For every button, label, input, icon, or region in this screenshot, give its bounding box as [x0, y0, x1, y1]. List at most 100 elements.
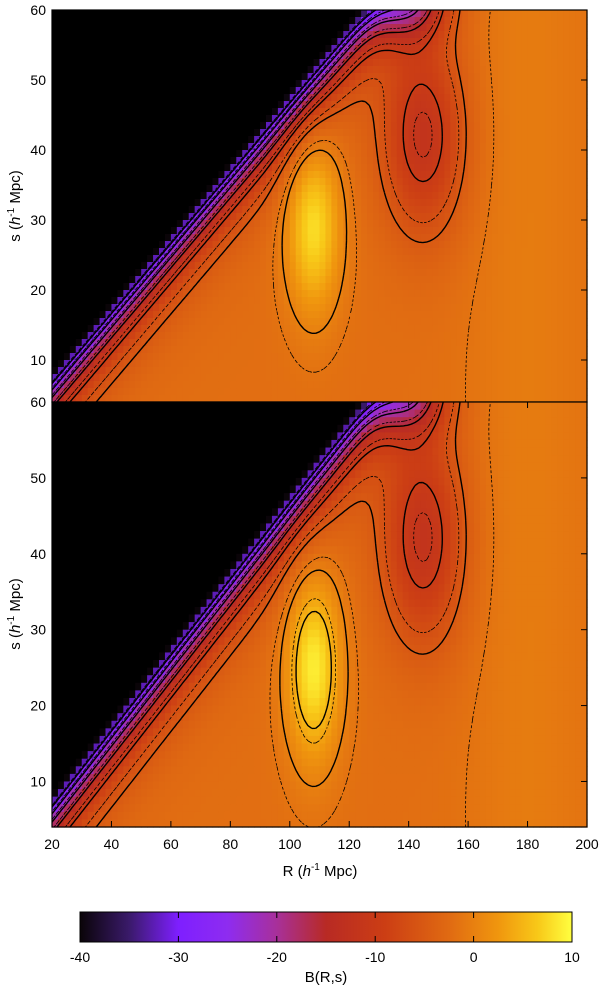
heatmap-cell [408, 31, 416, 39]
heatmap-cell [307, 241, 315, 249]
heatmap-cell [343, 367, 350, 375]
heatmap-cell [337, 311, 344, 319]
heatmap-cell [468, 332, 475, 340]
heatmap-cell [414, 122, 422, 130]
heatmap-cell [474, 255, 481, 263]
heatmap-cell [426, 318, 434, 326]
heatmap-cell [230, 353, 237, 361]
heatmap-cell [456, 115, 463, 123]
heatmap-cell [545, 388, 552, 396]
heatmap-cell [575, 108, 582, 116]
heatmap-cell [93, 220, 101, 228]
heatmap-cell [81, 136, 89, 144]
heatmap-cell [396, 31, 404, 39]
heatmap-cell [206, 388, 214, 396]
heatmap-cell [283, 318, 291, 326]
heatmap-cell [438, 248, 445, 256]
heatmap-cell [497, 262, 505, 270]
heatmap-cell [325, 332, 332, 340]
heatmap-cell [527, 73, 535, 81]
heatmap-cell [129, 52, 136, 60]
heatmap-cell [236, 381, 243, 389]
heatmap-cell [230, 31, 237, 39]
heatmap-cell [182, 353, 190, 361]
heatmap-cell [408, 185, 416, 193]
heatmap-cell [444, 388, 451, 396]
heatmap-cell [491, 94, 499, 102]
heatmap-cell [188, 38, 196, 46]
heatmap-cell [361, 150, 368, 158]
heatmap-cell [242, 122, 249, 130]
heatmap-cell [378, 395, 386, 403]
heatmap-cell [153, 262, 160, 270]
heatmap-cell [266, 360, 273, 368]
heatmap-cell [117, 108, 124, 116]
heatmap-cell [75, 339, 83, 347]
heatmap-cell [153, 199, 160, 207]
heatmap-cell [378, 304, 386, 312]
heatmap-cell [313, 318, 321, 326]
heatmap-cell [491, 31, 499, 39]
heatmap-cell [313, 185, 321, 193]
heatmap-cell [277, 45, 285, 53]
heatmap-cell [337, 10, 344, 18]
heatmap-cell [129, 73, 136, 81]
heatmap-cell [194, 66, 202, 74]
heatmap-cell [438, 192, 445, 200]
heatmap-cell [81, 192, 89, 200]
heatmap-cell [147, 94, 154, 102]
heatmap-cell [194, 269, 202, 277]
heatmap-cell [141, 38, 148, 46]
heatmap-cell [491, 206, 499, 214]
heatmap-cell [450, 395, 457, 403]
heatmap-cell [283, 73, 291, 81]
heatmap-cell [485, 283, 493, 291]
heatmap-cell [313, 136, 321, 144]
heatmap-cell [236, 395, 243, 403]
heatmap-cell [164, 171, 172, 179]
heatmap-cell [260, 276, 267, 284]
heatmap-cell [533, 318, 541, 326]
heatmap-cell [444, 367, 451, 375]
heatmap-cell [176, 171, 184, 179]
heatmap-cell [551, 353, 558, 361]
heatmap-cell [313, 220, 321, 228]
heatmap-cell [81, 101, 89, 109]
heatmap-cell [551, 38, 558, 46]
heatmap-cell [93, 290, 101, 298]
heatmap-cell [129, 185, 136, 193]
heatmap-cell [260, 122, 267, 130]
heatmap-cell [212, 220, 220, 228]
heatmap-cell [159, 10, 166, 18]
heatmap-cell [141, 192, 148, 200]
heatmap-cell [438, 185, 445, 193]
heatmap-cell [533, 220, 541, 228]
heatmap-cell [355, 115, 362, 123]
heatmap-cell [331, 318, 338, 326]
heatmap-cell [491, 374, 499, 382]
heatmap-cell [57, 241, 65, 249]
heatmap-cell [503, 304, 511, 312]
heatmap-cell [450, 248, 457, 256]
heatmap-cell [87, 150, 95, 158]
heatmap-cell [349, 395, 356, 403]
heatmap-cell [361, 388, 368, 396]
heatmap-cell [545, 199, 552, 207]
heatmap-cell [313, 143, 321, 151]
heatmap-cell [575, 66, 582, 74]
heatmap-cell [57, 73, 65, 81]
heatmap-cell [444, 248, 451, 256]
heatmap-cell [563, 332, 570, 340]
heatmap-cell [515, 213, 523, 221]
heatmap-cell [182, 213, 190, 221]
heatmap-cell [75, 143, 83, 151]
heatmap-cell [569, 290, 576, 298]
heatmap-cell [123, 38, 130, 46]
heatmap-cell [218, 199, 225, 207]
heatmap-cell [408, 199, 416, 207]
heatmap-cell [569, 346, 576, 354]
heatmap-cell [319, 304, 327, 312]
heatmap-cell [450, 59, 457, 67]
heatmap-cell [438, 311, 445, 319]
heatmap-cell [129, 171, 136, 179]
